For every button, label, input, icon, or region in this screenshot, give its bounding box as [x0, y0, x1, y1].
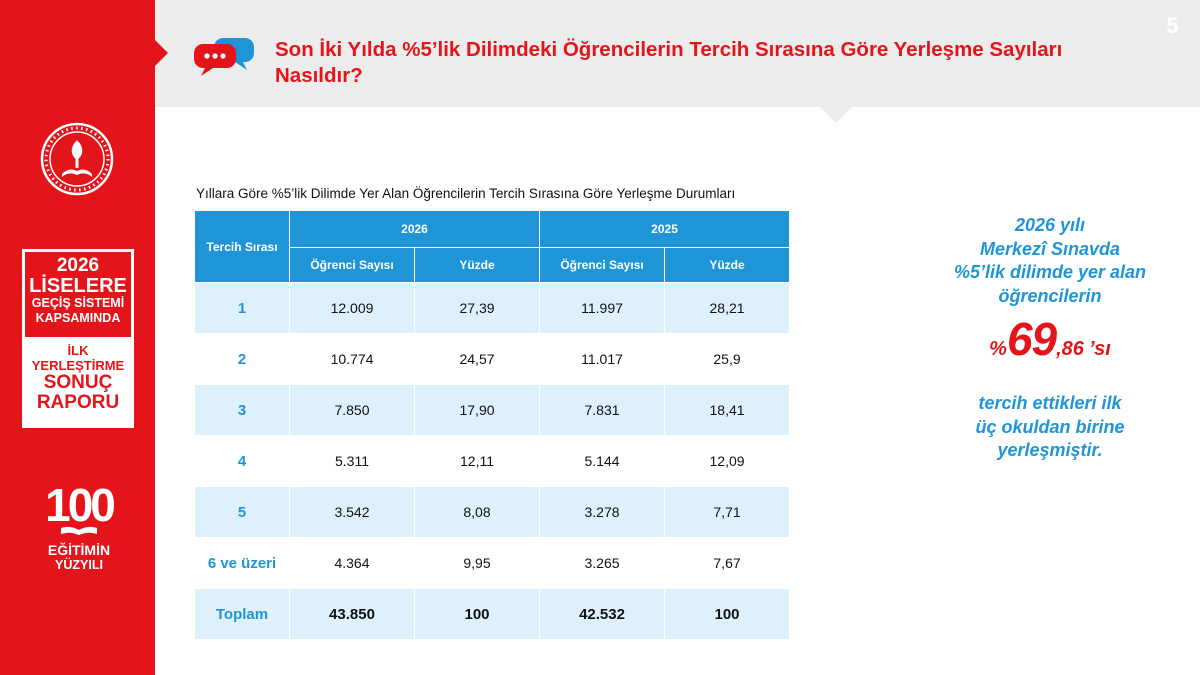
- century-number: 100: [45, 479, 116, 531]
- cell-count-2026: 5.311: [289, 435, 415, 487]
- table-row: 1 12.009 27,39 11.997 28,21: [194, 282, 791, 334]
- highlight-callout: 2026 yılı Merkezî Sınavda %5’lik dilimde…: [905, 214, 1195, 463]
- cell-count-2025: 3.278: [539, 486, 666, 538]
- percent-decimal: ,86: [1056, 338, 1084, 360]
- cell-percent-2026: 27,39: [413, 282, 541, 334]
- report-line-ilk: İLK: [67, 343, 89, 358]
- cell-percent-2026: 9,95: [413, 537, 541, 589]
- report-line-raporu: RAPORU: [36, 392, 120, 413]
- header-notch: [155, 40, 168, 66]
- report-line-kapsaminda: KAPSAMINDA: [35, 311, 121, 325]
- cell-total-percent-2026: 100: [413, 588, 541, 640]
- callout-line-students: öğrencilerin: [998, 285, 1102, 306]
- table-row: 4 5.311 12,11 5.144 12,09: [194, 435, 791, 487]
- cell-total-percent-2025: 100: [664, 588, 791, 640]
- percent-suffix: ’sı: [1088, 338, 1111, 360]
- cell-percent-2025: 7,67: [664, 537, 791, 589]
- cell-percent-2026: 24,57: [413, 333, 541, 385]
- cell-percent-2026: 8,08: [413, 486, 541, 538]
- cell-percent-2025: 28,21: [664, 282, 791, 334]
- cell-rank: 1: [194, 282, 290, 334]
- callout-line-slice: %5’lik dilimde yer alan: [953, 262, 1147, 282]
- table-row: 3 7.850 17,90 7.831 18,41: [194, 384, 791, 436]
- cell-rank: 3: [194, 384, 290, 436]
- book-icon: [61, 526, 97, 535]
- report-box: 2026 LİSELERE GEÇİŞ SİSTEMİ KAPSAMINDA İ…: [20, 247, 136, 430]
- cell-percent-2025: 12,09: [664, 435, 791, 487]
- cell-percent-2026: 17,90: [413, 384, 541, 436]
- table-caption: Yıllara Göre %5’lik Dilimde Yer Alan Öğr…: [196, 186, 736, 201]
- cell-percent-2026: 12,11: [413, 435, 541, 487]
- header-year-2025: 2025: [539, 210, 791, 248]
- century-logo: 100 EĞİTİMİN YÜZYILI: [36, 480, 122, 580]
- report-line-gecis: GEÇİŞ SİSTEMİ: [31, 296, 125, 310]
- table-row: 6 ve üzeri 4.364 9,95 3.265 7,67: [194, 537, 791, 589]
- callout-line-placed: yerleşmiştir.: [997, 440, 1103, 460]
- cell-count-2025: 3.265: [539, 537, 666, 589]
- cell-count-2025: 5.144: [539, 435, 666, 487]
- century-line1: EĞİTİMİN: [47, 542, 111, 558]
- callout-percentage: %69,86 ’sı: [905, 314, 1195, 374]
- table-total-row: Toplam 43.850 100 42.532 100: [194, 588, 791, 640]
- report-line-sonuc: SONUÇ: [43, 372, 113, 393]
- cell-rank: 2: [194, 333, 290, 385]
- cell-count-2026: 7.850: [289, 384, 415, 436]
- header-pointer: [820, 107, 852, 123]
- cell-percent-2025: 7,71: [664, 486, 791, 538]
- percent-integer: 69: [1006, 313, 1057, 365]
- report-line-liselere: LİSELERE: [29, 275, 127, 297]
- report-year: 2026: [56, 255, 100, 276]
- callout-line-exam: Merkezî Sınavda: [979, 238, 1121, 259]
- report-line-yerlestirme: YERLEŞTİRME: [31, 358, 125, 373]
- page-title: Son İki Yılda %5’lik Dilimdeki Öğrencile…: [275, 38, 1063, 87]
- cell-total-count-2025: 42.532: [539, 588, 666, 640]
- callout-line-year: 2026 yılı: [1014, 215, 1086, 235]
- report-box-red-panel: 2026 LİSELERE GEÇİŞ SİSTEMİ KAPSAMINDA: [25, 252, 131, 337]
- callout-line-preference: tercih ettikleri ilk: [978, 393, 1122, 413]
- cell-count-2026: 10.774: [289, 333, 415, 385]
- cell-count-2025: 11.017: [539, 333, 666, 385]
- report-box-white-panel: İLK YERLEŞTİRME SONUÇ RAPORU: [25, 343, 131, 413]
- cell-total-count-2026: 43.850: [289, 588, 415, 640]
- header-band: Son İki Yılda %5’lik Dilimdeki Öğrencile…: [155, 0, 1200, 123]
- percent-symbol: %: [989, 338, 1007, 360]
- header-year-2026: 2026: [288, 210, 541, 248]
- cell-count-2025: 7.831: [539, 384, 666, 436]
- subheader-percent-2025: Yüzde: [664, 247, 791, 283]
- cell-percent-2025: 18,41: [664, 384, 791, 436]
- subheader-count-2025: Öğrenci Sayısı: [539, 247, 666, 283]
- chat-bubbles-icon: [194, 38, 254, 76]
- cell-count-2026: 12.009: [289, 282, 415, 334]
- cell-rank: 6 ve üzeri: [194, 537, 290, 589]
- header-tercih-sirasi: Tercih Sırası: [194, 210, 290, 283]
- century-line2: YÜZYILI: [55, 558, 103, 572]
- subheader-percent-2026: Yüzde: [413, 247, 541, 283]
- sidebar: 2026 LİSELERE GEÇİŞ SİSTEMİ KAPSAMINDA İ…: [0, 0, 155, 675]
- table-row: 2 10.774 24,57 11.017 25,9: [194, 333, 791, 385]
- cell-total-label: Toplam: [194, 588, 290, 640]
- subheader-count-2026: Öğrenci Sayısı: [289, 247, 415, 283]
- cell-count-2025: 11.997: [539, 282, 666, 334]
- ministry-emblem-icon: [40, 122, 114, 196]
- table-row: 5 3.542 8,08 3.278 7,71: [194, 486, 791, 538]
- cell-rank: 5: [194, 486, 290, 538]
- placement-table: Tercih Sırası 2026 2025 Öğrenci Sayısı Y…: [194, 210, 791, 640]
- cell-count-2026: 4.364: [289, 537, 415, 589]
- cell-percent-2025: 25,9: [664, 333, 791, 385]
- cell-count-2026: 3.542: [289, 486, 415, 538]
- cell-rank: 4: [194, 435, 290, 487]
- callout-line-schools: üç okuldan birine: [975, 416, 1125, 437]
- page-number: 5: [1145, 0, 1200, 52]
